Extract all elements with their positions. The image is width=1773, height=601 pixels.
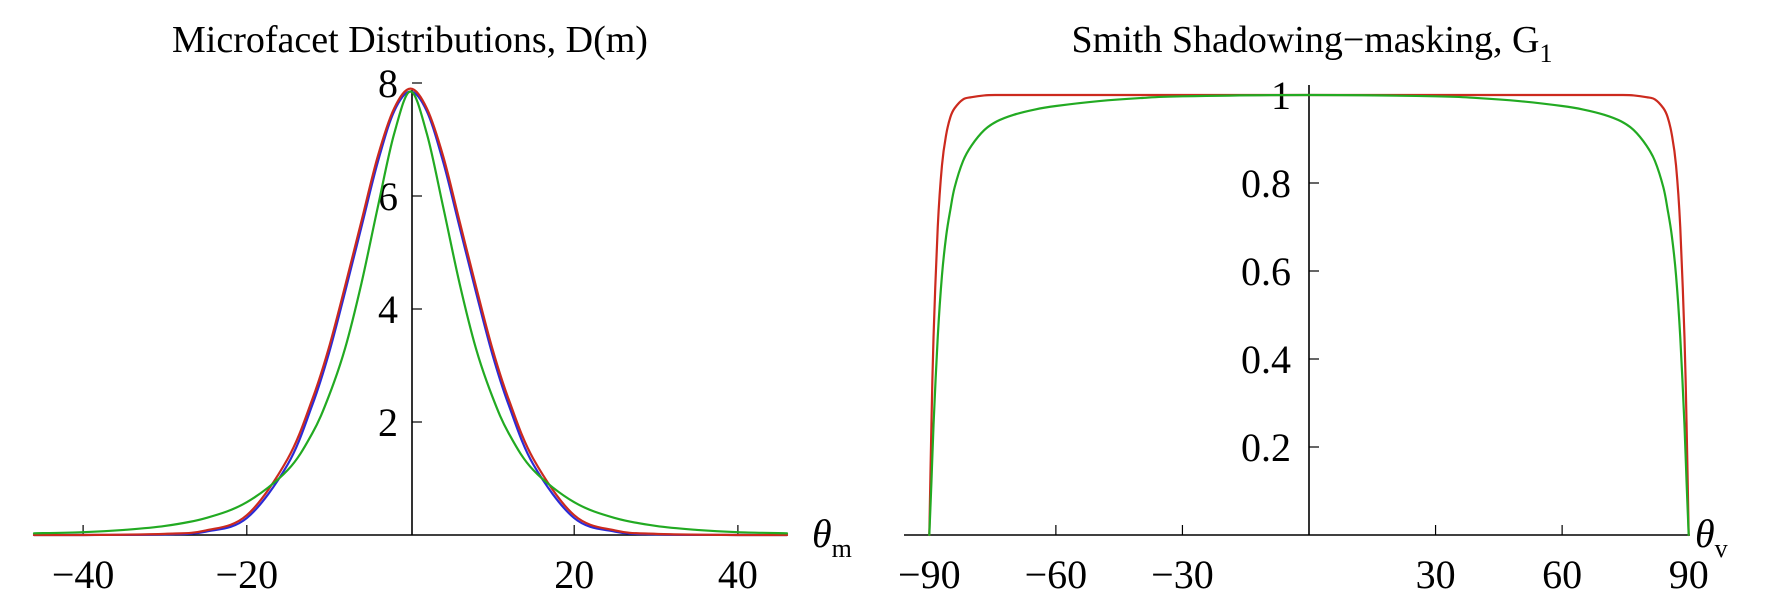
chart-right-x-tick-label: −60 xyxy=(1025,552,1088,597)
chart-right-x-axis-label-sub: v xyxy=(1715,534,1728,563)
chart-right-x-tick-label: −90 xyxy=(898,552,961,597)
chart-right: Smith Shadowing−masking, G1 −90 −60 −30 30 6… xyxy=(898,19,1728,597)
chart-left-x-axis-label: θm xyxy=(812,511,852,563)
chart-left-x-tick-label: 40 xyxy=(718,552,758,597)
chart-left-y-tick-label: 4 xyxy=(378,287,398,332)
chart-right-y-tick-label: 0.6 xyxy=(1241,249,1291,294)
chart-right-x-tick-label: −30 xyxy=(1151,552,1214,597)
chart-left-x-tick-label: 20 xyxy=(554,552,594,597)
chart-left-series-2-line xyxy=(32,90,789,535)
chart-left-series-1-line xyxy=(32,87,789,537)
chart-right-x-tick-label: 30 xyxy=(1416,552,1456,597)
chart-right-y-tick-label: 0.2 xyxy=(1241,425,1291,470)
chart-right-title-main: Smith Shadowing−masking, G xyxy=(1072,19,1540,61)
chart-left: Microfacet Distributions, D(m) −40 −20 20 4… xyxy=(32,19,852,597)
chart-right-y-tick-label: 0.8 xyxy=(1241,161,1291,206)
chart-left-curves xyxy=(32,87,789,537)
chart-left-x-axis-label-sub: m xyxy=(832,534,852,563)
chart-left-series-0-line xyxy=(32,90,789,537)
chart-left-x-axis-label-main: θ xyxy=(812,511,832,556)
chart-right-y-tick-label: 0.4 xyxy=(1241,337,1291,382)
chart-right-ticks: −90 −60 −30 30 60 900.20.40.60.81 xyxy=(898,73,1709,597)
chart-left-x-tick-label: −40 xyxy=(52,552,115,597)
chart-left-y-tick-label: 2 xyxy=(378,400,398,445)
chart-right-title: Smith Shadowing−masking, G1 xyxy=(1072,19,1553,68)
chart-right-curves xyxy=(928,93,1690,537)
chart-right-x-axis-label-main: θ xyxy=(1695,511,1715,556)
chart-left-x-tick-label: −20 xyxy=(216,552,279,597)
chart-right-x-tick-label: 90 xyxy=(1669,552,1709,597)
chart-left-y-tick-label: 8 xyxy=(378,61,398,106)
chart-right-title-sub: 1 xyxy=(1539,39,1552,68)
chart-right-x-axis-label: θv xyxy=(1695,511,1728,563)
chart-right-series-1-line xyxy=(928,93,1690,537)
chart-right-x-tick-label: 60 xyxy=(1542,552,1582,597)
chart-left-title: Microfacet Distributions, D(m) xyxy=(172,19,648,61)
